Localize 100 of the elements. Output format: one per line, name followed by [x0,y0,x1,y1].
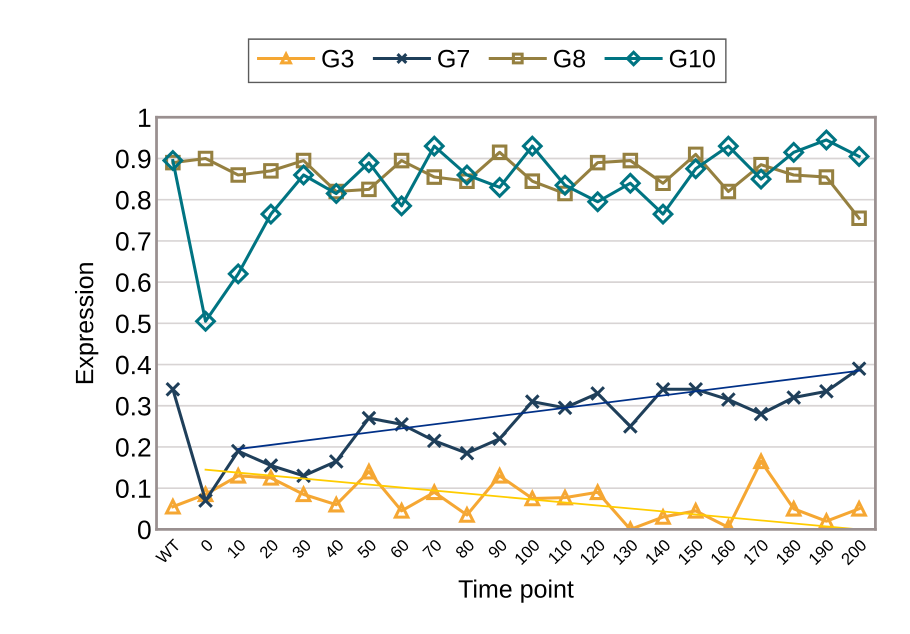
point [394,152,410,168]
point [718,136,739,157]
point [492,468,508,484]
x-tick-label: WT [155,538,182,565]
point [198,492,214,508]
point [524,394,540,410]
point [816,130,837,150]
point [328,454,344,470]
point [492,430,508,447]
legend-label: G10 [670,50,715,68]
point [522,136,543,157]
point [622,418,638,434]
point [394,503,410,519]
point [783,142,804,163]
point [492,144,508,160]
point [620,172,641,194]
point [195,310,216,332]
y-tick-label: 0.3 [116,396,150,416]
point [851,501,867,517]
point [358,152,380,173]
point [590,484,606,500]
point [720,392,736,408]
x-tick-label: 170 [742,538,770,566]
x-tick-label: 70 [422,538,442,559]
x-tick-label: 140 [644,538,672,566]
y-tick-label: 1 [138,108,150,127]
x-tick-label: 20 [258,538,280,559]
point [655,381,671,398]
x-tick-label: 160 [710,538,737,566]
y-tick-label: 0.9 [116,150,150,168]
y-tick-label: 0.6 [116,273,150,292]
point [228,264,249,284]
x-tick-label: 120 [579,538,606,566]
point [459,445,475,461]
point [753,406,769,422]
x-tick-label: 90 [487,538,508,559]
point [263,458,279,474]
point [328,496,344,512]
y-tick-label: 0.8 [116,190,151,210]
point [587,191,608,212]
point [524,173,540,189]
point [685,158,706,180]
x-tick-label: 80 [454,538,476,559]
point [590,154,606,170]
point [489,176,510,198]
x-tick-label: 100 [514,538,541,566]
point [786,390,802,406]
x-tick-label: 10 [226,538,246,559]
point [426,433,442,449]
x-tick-label: 60 [389,538,410,559]
y-tick-label: 0.1 [116,479,150,498]
x-tick-label: 180 [775,538,802,566]
legend-label: G8 [554,50,586,68]
point [590,386,606,402]
point [459,507,475,523]
point [424,136,445,157]
point [326,183,347,204]
point [456,164,478,186]
point [361,410,377,426]
point [361,464,377,480]
y-tick-label: 0.7 [116,232,150,251]
point [655,175,671,192]
point [162,150,184,171]
x-tick-label: 40 [324,538,344,560]
point [750,168,772,190]
point [622,152,638,168]
point [753,454,769,470]
point [786,501,802,517]
y-tick-label: 0.2 [116,438,150,457]
point [230,167,246,183]
x-tick-label: 190 [808,538,835,566]
point [818,384,834,400]
x-tick-label: 0 [200,538,214,552]
point [655,509,671,525]
legend-label: G7 [438,50,470,68]
point [296,468,312,484]
y-tick-label: 0.5 [116,314,151,334]
point [848,146,870,167]
point [818,169,834,185]
point [720,184,736,200]
point [426,169,442,185]
point [263,163,279,179]
y-tick-label: 0.4 [116,356,151,374]
x-tick-label: 50 [356,538,378,560]
x-tick-label: 200 [840,538,868,566]
point [554,174,576,196]
point [786,167,802,183]
point [394,416,410,432]
x-tick-label: 30 [291,538,312,560]
y-tick-label: 0 [138,520,151,540]
point [198,150,214,166]
point [361,182,377,198]
point [260,204,282,224]
point [293,164,314,186]
point [296,486,312,502]
x-tick-label: 130 [612,538,639,566]
point [851,210,867,226]
point [524,490,540,506]
x-tick-label: 150 [677,538,704,566]
point [230,443,246,459]
